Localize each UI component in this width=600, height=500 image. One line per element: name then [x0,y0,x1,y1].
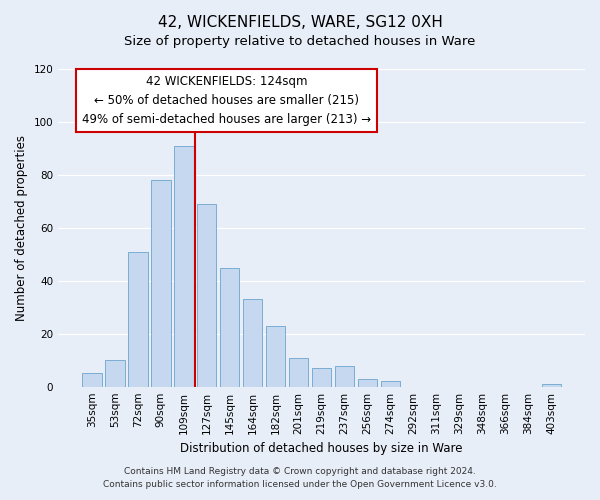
Text: 42 WICKENFIELDS: 124sqm
← 50% of detached houses are smaller (215)
49% of semi-d: 42 WICKENFIELDS: 124sqm ← 50% of detache… [82,76,371,126]
Text: Size of property relative to detached houses in Ware: Size of property relative to detached ho… [124,35,476,48]
Bar [381,382,400,386]
Bar [243,300,262,386]
Bar [82,374,101,386]
Bar [151,180,170,386]
Bar [266,326,286,386]
Bar [289,358,308,386]
Bar [128,252,148,386]
Bar [312,368,331,386]
Text: 42, WICKENFIELDS, WARE, SG12 0XH: 42, WICKENFIELDS, WARE, SG12 0XH [158,15,442,30]
Bar [220,268,239,386]
Bar [105,360,125,386]
X-axis label: Distribution of detached houses by size in Ware: Distribution of detached houses by size … [181,442,463,455]
Bar [197,204,217,386]
Text: Contains HM Land Registry data © Crown copyright and database right 2024.
Contai: Contains HM Land Registry data © Crown c… [103,468,497,489]
Bar [542,384,561,386]
Bar [335,366,355,386]
Y-axis label: Number of detached properties: Number of detached properties [15,135,28,321]
Bar [174,146,194,386]
Bar [358,378,377,386]
